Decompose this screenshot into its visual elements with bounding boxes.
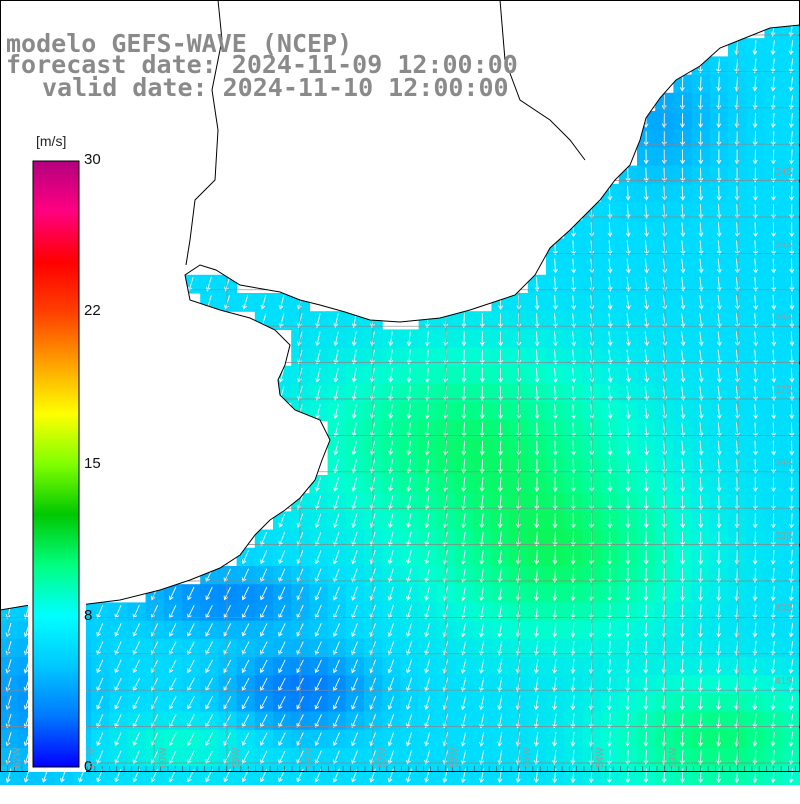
colorbar (28, 126, 86, 772)
lat-label-41s: 41S (775, 676, 793, 687)
lon-label-53w: 53W (668, 747, 679, 768)
lon-label-58w: 58W (304, 747, 315, 768)
lon-label-54w: 54W (595, 747, 606, 768)
colorbar-tick-15: 15 (84, 455, 101, 472)
lat-label-34s: 34S (775, 167, 793, 178)
colorbar-tick-30: 30 (84, 151, 101, 168)
lat-label-40s: 40S (775, 603, 793, 614)
lon-label-57w: 57W (377, 747, 388, 768)
lon-label-55w: 55W (522, 747, 533, 768)
lon-label-60w: 60W (158, 747, 169, 768)
lat-label-39s: 39S (775, 531, 793, 542)
lon-label-61w: 61W (86, 747, 97, 768)
colorbar-ramp (33, 161, 79, 767)
valid-date: valid date: 2024-11-10 12:00:00 (42, 75, 509, 100)
lat-label-35s: 35S (775, 240, 793, 251)
colorbar-tick-8: 8 (84, 607, 92, 624)
colorbar-tick-22: 22 (84, 302, 101, 319)
lon-label-62w: 62W (12, 747, 23, 768)
lat-label-37s: 37S (775, 385, 793, 396)
colorbar-unit: [m/s] (36, 133, 66, 149)
lat-label-36s: 36S (775, 312, 793, 323)
lon-label-56w: 56W (449, 747, 460, 768)
lat-label-38s: 38S (775, 458, 793, 469)
lon-label-59w: 59W (231, 747, 242, 768)
